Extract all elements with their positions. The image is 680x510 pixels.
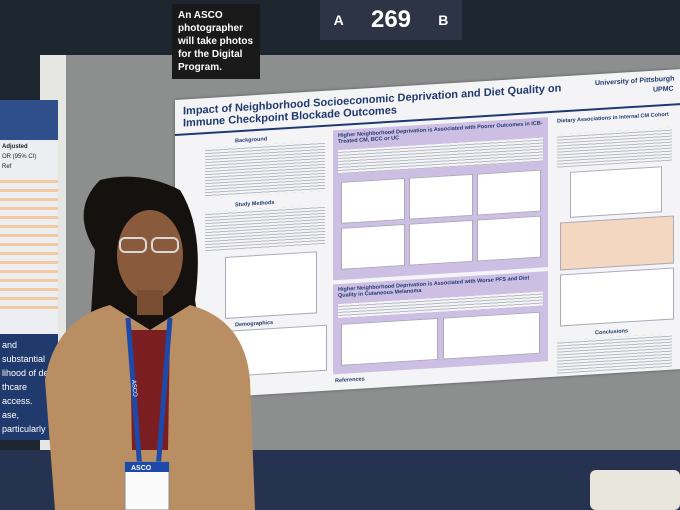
chair <box>590 470 680 510</box>
booth-letter: B <box>438 12 449 28</box>
glasses <box>119 237 147 253</box>
glasses <box>151 237 179 253</box>
text-line: lihood of dela <box>2 368 56 378</box>
table-header: Adjusted <box>2 144 28 150</box>
table-rows <box>0 174 58 314</box>
text-line: and substantial <box>2 340 46 364</box>
left-poster-banner <box>0 100 58 140</box>
text-line: ase, particularly <box>2 410 46 434</box>
left-poster-text: and substantial lihood of dela thcare ac… <box>0 334 58 440</box>
table-ref: Ref <box>2 164 12 170</box>
badge-text: ASCO <box>131 465 152 472</box>
table-column: OR (95% CI) <box>2 154 37 160</box>
lanyard-text: ASCO <box>130 380 137 398</box>
neck <box>137 290 163 315</box>
photo-notice: An ASCO photographer will take photos fo… <box>172 4 260 79</box>
booth-letter: A <box>333 12 344 28</box>
face <box>117 210 183 300</box>
booth-sign: A 269 B <box>320 0 462 40</box>
lanyard <box>125 317 173 471</box>
text-line: thcare access. <box>2 382 33 406</box>
badge-band <box>125 462 169 472</box>
booth-number: 269 <box>370 6 412 33</box>
